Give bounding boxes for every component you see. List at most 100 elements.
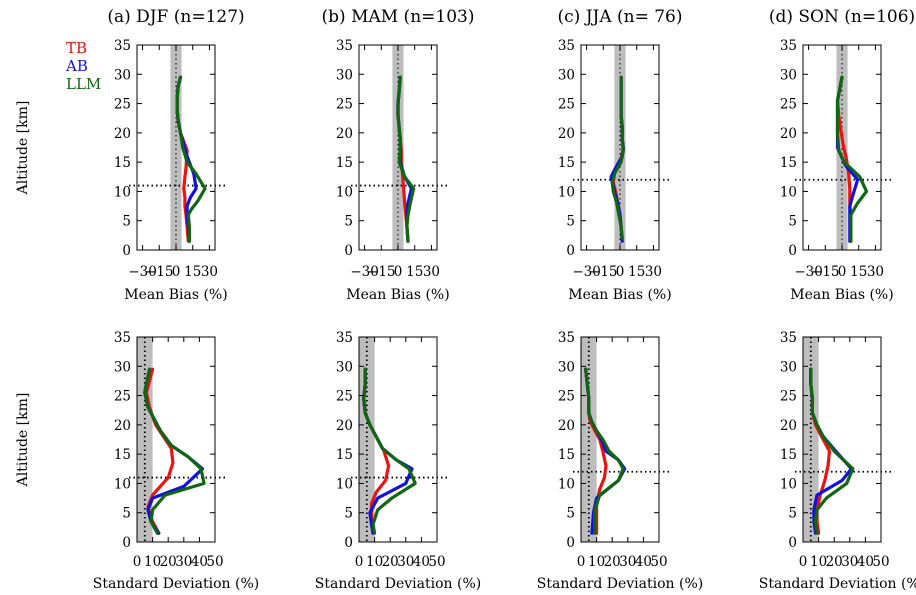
y-tick-label: 15 [336,155,353,171]
y-tick-label: 0 [344,535,353,551]
y-tick-label: 20 [780,126,797,142]
x-tick-label: −30 [350,264,379,280]
y-tick-label: 5 [122,214,131,230]
series-line-llm [835,75,869,243]
y-tick-label: 5 [788,214,797,230]
y-tick-label: 20 [336,126,353,142]
x-axis-label: Standard Deviation (%) [759,576,916,592]
y-tick-label: 10 [336,184,353,200]
x-tick-label: 0 [133,554,142,570]
x-axis-label: Mean Bias (%) [124,287,227,303]
y-tick-label: 0 [122,243,131,259]
x-axis-label: Standard Deviation (%) [315,576,481,592]
y-tick-label: 10 [558,184,575,200]
legend-entry-llm: LLM [66,75,101,93]
x-axis-label: Mean Bias (%) [346,287,449,303]
y-tick-label: 20 [558,126,575,142]
x-tick-label: −15 [589,264,618,280]
y-tick-label: 35 [336,330,353,346]
y-tick-label: 35 [336,38,353,54]
x-tick-label: 20 [160,554,177,570]
y-tick-label: 35 [780,330,797,346]
y-tick-label: 10 [780,476,797,492]
y-tick-label: 35 [114,330,131,346]
x-tick-label: −30 [794,264,823,280]
x-tick-label: 40 [413,554,430,570]
x-tick-label: 0 [838,264,847,280]
plot-frame [136,336,216,543]
series-line-llm [584,367,625,535]
plot-frame [358,336,438,543]
y-tick-label: 5 [344,506,353,522]
y-tick-label: 10 [336,476,353,492]
y-tick-label: 20 [336,418,353,434]
y-tick-label: 5 [344,214,353,230]
x-tick-label: 30 [397,554,414,570]
x-tick-label: 50 [650,554,667,570]
y-tick-label: 35 [780,38,797,54]
x-tick-label: 40 [635,554,652,570]
y-tick-label: 25 [780,97,797,113]
x-tick-label: −15 [367,264,396,280]
x-axis-label: Mean Bias (%) [790,287,893,303]
y-tick-label: 5 [122,506,131,522]
y-tick-label: 30 [558,67,575,83]
y-tick-label: 30 [780,67,797,83]
x-tick-label: 40 [857,554,874,570]
x-tick-label: 0 [799,554,808,570]
y-tick-label: 15 [558,155,575,171]
x-tick-label: −30 [572,264,601,280]
y-tick-label: 30 [780,359,797,375]
y-tick-label: 15 [336,447,353,463]
x-tick-label: 30 [175,554,192,570]
y-tick-label: 10 [114,184,131,200]
panel-title: (b) MAM (n=103) [322,7,475,27]
x-tick-label: 0 [172,264,181,280]
x-tick-label: 30 [645,264,662,280]
y-tick-label: 5 [566,506,575,522]
x-tick-label: 20 [826,554,843,570]
x-tick-label: 15 [850,264,867,280]
y-tick-label: 30 [114,67,131,83]
x-axis-label: Standard Deviation (%) [537,576,703,592]
x-tick-label: 20 [604,554,621,570]
x-tick-label: 0 [577,554,586,570]
y-tick-label: 0 [344,243,353,259]
panel-title: (a) DJF (n=127) [107,7,244,27]
y-tick-label: 35 [114,38,131,54]
y-tick-label: 30 [558,359,575,375]
x-tick-label: 0 [355,554,364,570]
y-tick-label: 25 [780,389,797,405]
y-tick-label: 0 [788,243,797,259]
y-tick-label: 30 [336,67,353,83]
shaded-band [170,45,182,250]
x-tick-label: 0 [616,264,625,280]
x-tick-label: 30 [423,264,440,280]
x-tick-label: 40 [191,554,208,570]
y-tick-label: 10 [558,476,575,492]
y-tick-label: 10 [114,476,131,492]
shaded-band [614,45,626,250]
y-tick-label: 35 [558,38,575,54]
shaded-band [836,45,848,250]
series-line-llm [610,75,625,240]
x-tick-label: 20 [382,554,399,570]
y-axis-label: Altitude [km] [15,101,31,196]
y-tick-label: 15 [114,447,131,463]
x-tick-label: 50 [206,554,223,570]
series-line-llm [809,367,855,535]
y-tick-label: 5 [788,506,797,522]
y-tick-label: 20 [114,126,131,142]
y-tick-label: 20 [780,418,797,434]
y-tick-label: 5 [566,214,575,230]
x-axis-label: Mean Bias (%) [568,287,671,303]
y-tick-label: 25 [558,97,575,113]
y-tick-label: 35 [558,330,575,346]
y-tick-label: 25 [336,97,353,113]
